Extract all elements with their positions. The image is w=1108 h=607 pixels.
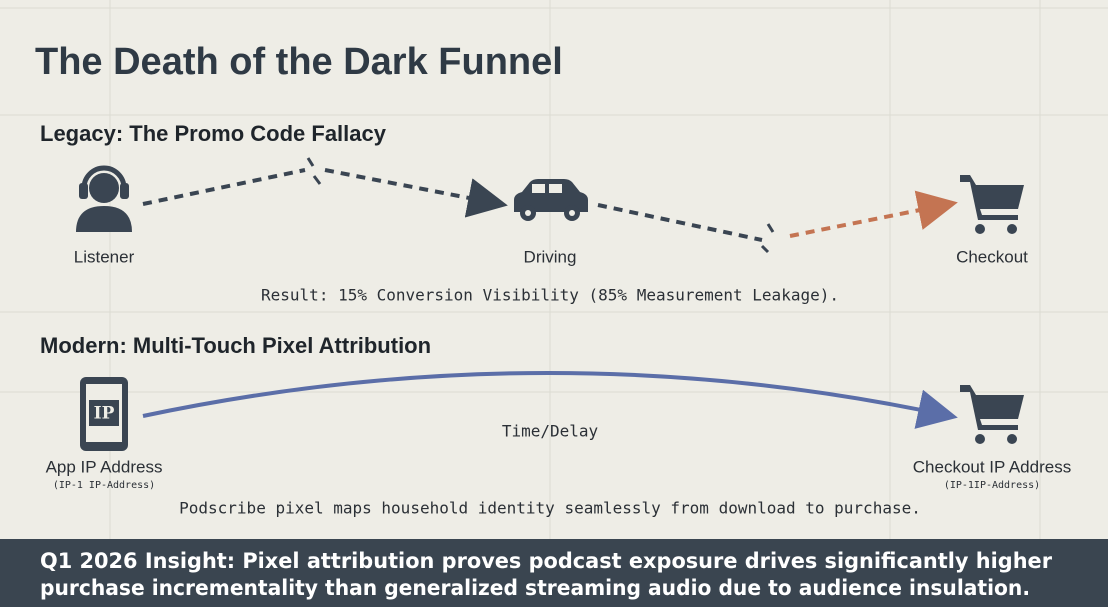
caption: Podscribe pixel maps household identity … [179,499,921,518]
attribution-path [142,371,958,429]
node-sublabel: (IP-1IP-Address) [944,480,1040,491]
result-text: Result: 15% Conversion Visibility (85% M… [261,286,839,305]
node-sublabel: (IP-1 IP-Address) [53,480,155,491]
title: The Death of the Dark Funnel [35,41,563,83]
section-heading: Legacy: The Promo Code Fallacy [40,121,387,146]
listener-icon [76,165,132,232]
footer-text: purchase incrementality than generalized… [40,576,1030,600]
break-mark [306,157,775,254]
cart-icon [960,385,1024,444]
node-label: Driving [524,247,577,266]
background-grid [0,0,1108,539]
icon-label: IP [94,404,115,424]
footer-text: Q1 2026 Insight: Pixel attribution prove… [40,549,1053,573]
node-label: Listener [74,247,135,266]
footer-band [0,539,1108,607]
cart-icon [960,175,1024,234]
node-label: App IP Address [46,457,163,476]
edge-label: Time/Delay [502,422,599,441]
section-heading: Modern: Multi-Touch Pixel Attribution [40,333,431,358]
node-label: Checkout [956,247,1028,266]
node-label: Checkout IP Address [913,457,1071,476]
tablet-icon: IP [80,377,128,451]
broken-path [142,168,958,242]
car-icon [514,179,588,221]
